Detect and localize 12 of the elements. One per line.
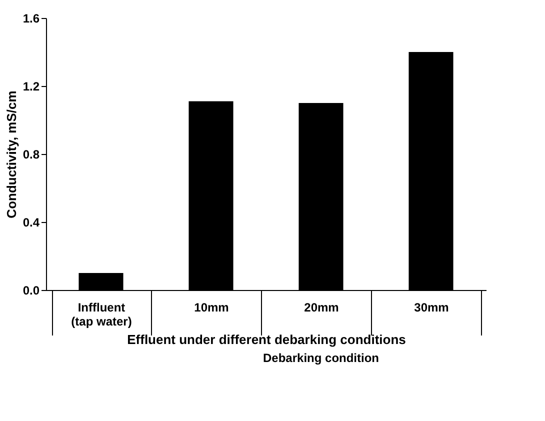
y-tick-label: 1.6 (22, 12, 40, 26)
y-tick-label: 0.0 (22, 284, 40, 298)
y-tick-label: 1.2 (22, 80, 40, 94)
y-tick-label: 0.8 (22, 148, 40, 162)
y-tick-label: 0.4 (22, 216, 40, 230)
x-axis-title: Effluent under different debarking conditions (127, 332, 406, 347)
text: Debarking condition (262, 351, 380, 365)
x-tick-label: 30mm (414, 300, 449, 314)
x-tick-label: Inffluent (tap water) (71, 300, 132, 328)
x-tick-label: 20mm (304, 300, 339, 314)
x-tick-label: 10mm (194, 300, 229, 314)
y-axis-title: Conductivity, mS/cm (4, 90, 19, 218)
